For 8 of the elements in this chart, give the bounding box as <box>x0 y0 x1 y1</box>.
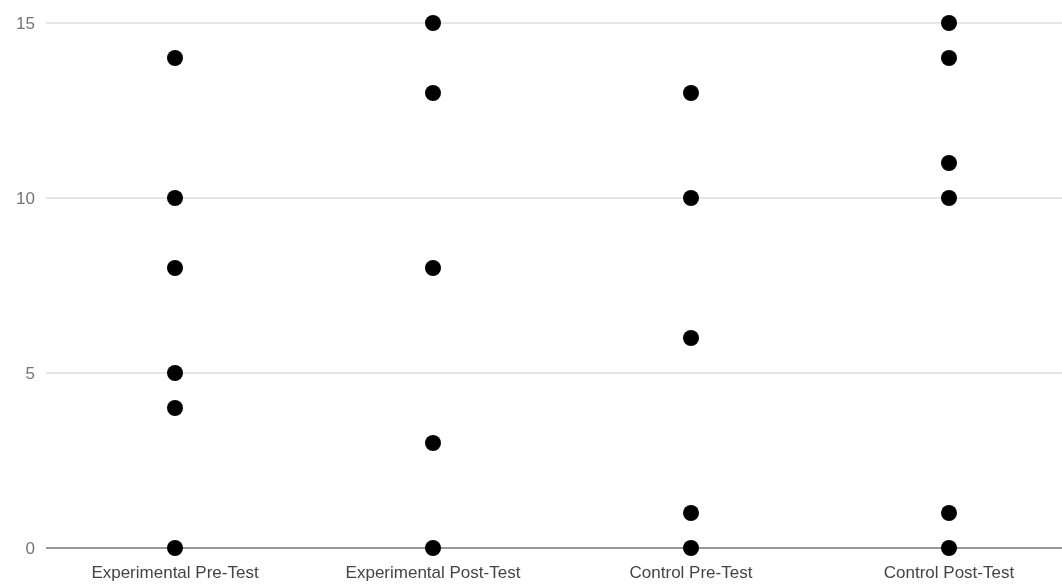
x-tick-label: Control Pre-Test <box>629 563 753 582</box>
y-tick-label: 10 <box>16 188 35 208</box>
y-tick-label: 0 <box>25 538 35 558</box>
y-tick-label: 15 <box>16 13 35 33</box>
x-tick-label: Control Post-Test <box>883 563 1015 582</box>
x-tick-label: Experimental Post-Test <box>345 563 521 582</box>
y-tick-label: 5 <box>25 363 35 383</box>
x-tick-label: Experimental Pre-Test <box>91 563 259 582</box>
